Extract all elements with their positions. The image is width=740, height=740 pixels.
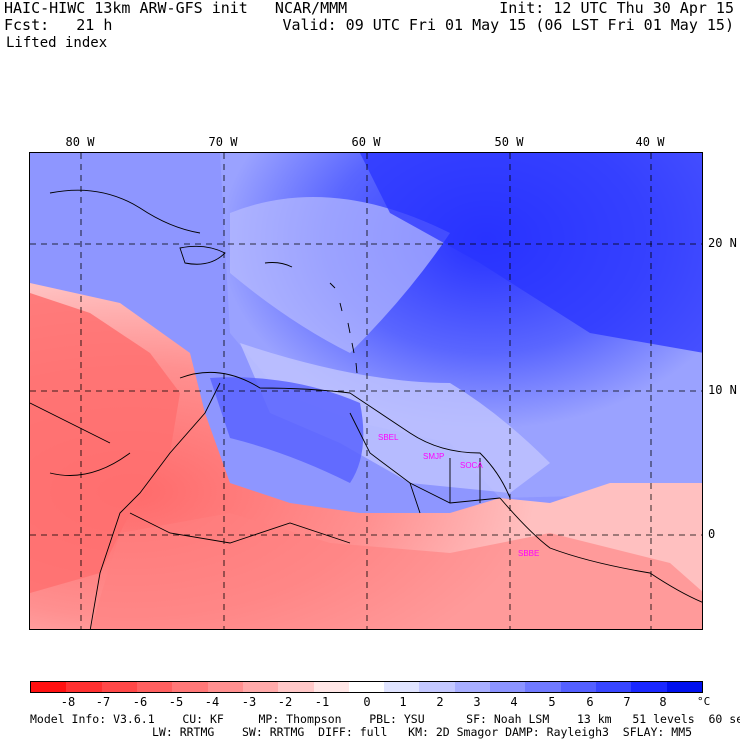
colorbar-tick: -6 xyxy=(132,695,148,709)
lifted-index-map: SBEL SMJP SOCA SBBE xyxy=(29,152,703,630)
lon-label: 40 W xyxy=(635,135,665,149)
grid-lines xyxy=(30,153,702,629)
colorbar-segment xyxy=(419,682,455,692)
colorbar xyxy=(30,681,703,693)
colorbar-segment xyxy=(631,682,667,692)
colorbar-tick: 5 xyxy=(548,695,556,709)
forecast-hour: Fcst: 21 h xyxy=(4,16,113,34)
model-info-line-1: Model Info: V3.6.1 CU: KF MP: Thompson P… xyxy=(30,712,740,726)
map-canvas: SBEL SMJP SOCA SBBE xyxy=(30,153,702,629)
colorbar-tick: -3 xyxy=(241,695,257,709)
colorbar-segment xyxy=(666,682,702,692)
colorbar-segment xyxy=(490,682,526,692)
colorbar-tick: 2 xyxy=(436,695,444,709)
colorbar-segment xyxy=(313,682,349,692)
colorbar-segment xyxy=(384,682,420,692)
station-label-sbbe: SBBE xyxy=(518,549,539,558)
colorbar-segment xyxy=(348,682,385,692)
lon-label: 70 W xyxy=(208,135,238,149)
colorbar-segment xyxy=(278,682,314,692)
colorbar-tick: 6 xyxy=(586,695,594,709)
colorbar-segment xyxy=(596,682,632,692)
header-title: HAIC-HIWC 13km ARW-GFS init NCAR/MMM xyxy=(4,0,348,17)
coastlines xyxy=(30,189,702,629)
lon-label: 50 W xyxy=(494,135,524,149)
colorbar-tick: -8 xyxy=(60,695,76,709)
colorbar-unit: °C xyxy=(697,695,711,708)
colorbar-tick: -1 xyxy=(314,695,330,709)
deep-blue-patch xyxy=(360,153,702,353)
neutral-band xyxy=(240,343,550,493)
lat-label: 10 N xyxy=(708,383,737,397)
station-labels: SBEL SMJP SOCA SBBE xyxy=(378,433,539,558)
colorbar-segment xyxy=(242,682,279,692)
colorbar-segment xyxy=(101,682,137,692)
station-label-soca: SOCA xyxy=(460,461,483,470)
model-info-line-2: LW: RRTMG SW: RRTMG DIFF: full KM: 2D Sm… xyxy=(152,725,693,739)
colorbar-tick: 8 xyxy=(659,695,667,709)
colorbar-tick: -7 xyxy=(95,695,111,709)
colorbar-tick: 4 xyxy=(510,695,518,709)
lon-label: 60 W xyxy=(351,135,381,149)
valid-time: Valid: 09 UTC Fri 01 May 15 (06 LST Fri … xyxy=(282,16,734,34)
colorbar-tick: -5 xyxy=(168,695,184,709)
colorbar-tick: -4 xyxy=(204,695,220,709)
colorbar-segment xyxy=(525,682,561,692)
lon-label: 80 W xyxy=(65,135,95,149)
colorbar-tick: 3 xyxy=(473,695,481,709)
station-label-smjp: SMJP xyxy=(423,452,444,461)
lat-label: 20 N xyxy=(708,236,737,250)
station-label-sbel: SBEL xyxy=(378,433,399,442)
colorbar-tick: 7 xyxy=(623,695,631,709)
lat-label: 0 xyxy=(708,527,716,541)
init-time: Init: 12 UTC Thu 30 Apr 15 xyxy=(499,0,734,17)
colorbar-tick: -2 xyxy=(277,695,293,709)
colorbar-segment xyxy=(136,682,173,692)
colorbar-tick: 1 xyxy=(399,695,407,709)
colorbar-segment xyxy=(454,682,491,692)
colorbar-segment xyxy=(66,682,102,692)
unstable-central-america xyxy=(30,293,180,593)
colorbar-segment xyxy=(172,682,208,692)
venezuela-blue xyxy=(210,377,364,483)
stable-streaks xyxy=(230,197,450,353)
amazon-red xyxy=(90,513,702,629)
colorbar-segment xyxy=(207,682,243,692)
field-name: Lifted index xyxy=(6,35,108,51)
colorbar-segment xyxy=(31,682,67,692)
colorbar-tick: 0 xyxy=(363,695,371,709)
colorbar-segment xyxy=(560,682,596,692)
